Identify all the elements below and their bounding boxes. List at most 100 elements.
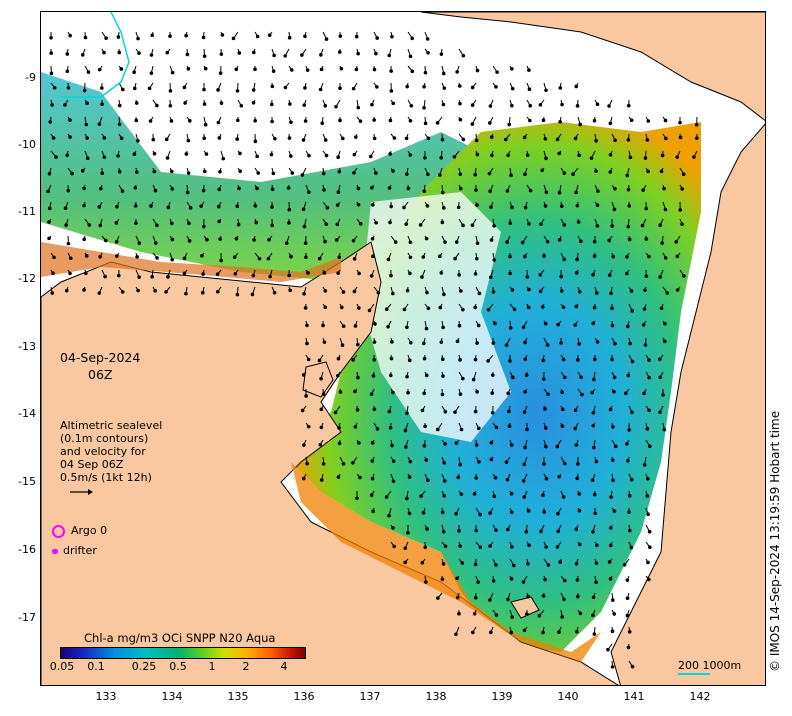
velocity-arrow-head (341, 290, 346, 294)
velocity-arrow-head (509, 510, 514, 515)
velocity-arrow-head (355, 496, 359, 501)
velocity-arrow-head (269, 102, 274, 107)
velocity-arrow-head (440, 510, 445, 515)
velocity-arrow-head (560, 102, 564, 107)
velocity-arrow-head (612, 207, 617, 212)
velocity-arrow-head (439, 52, 444, 56)
velocity-arrow-head (488, 544, 492, 548)
velocity-arrow-head (544, 476, 549, 481)
velocity-arrow-head (337, 169, 342, 174)
lat-tick: -13 (18, 340, 36, 353)
velocity-arrow-head (319, 478, 324, 482)
velocity-arrow-head (65, 69, 70, 74)
velocity-arrow-head (151, 137, 156, 142)
velocity-arrow-head (215, 272, 220, 276)
drifter-legend: drifter (52, 544, 97, 557)
velocity-arrow-head (283, 54, 288, 58)
velocity-arrow-head (371, 254, 375, 259)
velocity-arrow-head (542, 462, 546, 466)
velocity-arrow-head (388, 118, 393, 123)
velocity-arrow-head (592, 632, 597, 636)
velocity-arrow-head (390, 340, 394, 344)
coastal-bloom-west (41, 242, 341, 282)
velocity-arrow-head (647, 529, 652, 534)
map-frame[interactable] (40, 11, 766, 686)
velocity-arrow-head (661, 393, 665, 397)
velocity-arrow-head (216, 88, 220, 92)
velocity-arrow-head (405, 288, 410, 293)
velocity-arrow-head (408, 54, 413, 59)
velocity-arrow-head (423, 424, 427, 429)
colorbar-tick: 0.1 (87, 660, 105, 673)
lon-tick: 142 (689, 690, 711, 703)
velocity-arrow-head (267, 33, 272, 37)
velocity-arrow-head (351, 460, 355, 465)
velocity-arrow-head (510, 545, 514, 549)
velocity-arrow-head (527, 543, 531, 548)
velocity-arrow-head (47, 236, 51, 241)
velocity-arrow-head (510, 66, 514, 71)
velocity-arrow-head (695, 136, 699, 140)
velocity-arrow-head (303, 306, 308, 310)
velocity-arrow-head (100, 102, 104, 107)
velocity-arrow-head (370, 440, 375, 445)
velocity-arrow-head (562, 461, 567, 466)
velocity-arrow-head (486, 307, 491, 312)
velocity-arrow-head (421, 255, 426, 259)
velocity-arrow-head (374, 171, 378, 175)
velocity-arrow-head (594, 580, 598, 585)
velocity-arrow-head (495, 70, 499, 74)
velocity-arrow-head (504, 343, 509, 347)
velocity-arrow-head (238, 169, 242, 173)
date-text: 04-Sep-2024 (60, 350, 141, 365)
velocity-arrow-head (659, 306, 664, 311)
velocity-arrow-head (287, 35, 292, 40)
velocity-arrow-head (474, 476, 479, 480)
velocity-arrow-head (426, 50, 430, 55)
argo-legend: Argo 0 (52, 524, 107, 538)
velocity-arrow-head (440, 357, 445, 362)
velocity-arrow-head (98, 223, 103, 228)
lon-tick: 136 (293, 690, 315, 703)
velocity-arrow-head (82, 186, 86, 191)
velocity-arrow-head (489, 440, 494, 445)
velocity-arrow-head (355, 408, 360, 412)
velocity-arrow-head (575, 104, 580, 108)
velocity-arrow-head (509, 173, 513, 178)
velocity-arrow-head (392, 544, 396, 549)
velocity-arrow-head (594, 139, 598, 143)
velocity-arrow-head (403, 428, 408, 433)
velocity-arrow-head (627, 528, 632, 533)
velocity-arrow-head (557, 630, 561, 634)
velocity-arrow-head (439, 271, 444, 275)
velocity-arrow-head (102, 155, 107, 159)
velocity-arrow-head (202, 136, 207, 141)
velocity-arrow-head (423, 545, 428, 550)
velocity-arrow-head (595, 224, 600, 228)
velocity-arrow-head (153, 241, 158, 245)
velocity-arrow-head (384, 495, 389, 499)
velocity-arrow-head (351, 238, 356, 243)
velocity-arrow-head (610, 224, 615, 228)
velocity-arrow-head (594, 561, 599, 565)
velocity-arrow-head (524, 529, 529, 534)
velocity-arrow-head (576, 358, 580, 362)
lat-tick: -11 (18, 205, 36, 218)
velocity-arrow-head (405, 84, 409, 89)
velocity-arrow-head (678, 120, 682, 125)
velocity-arrow-head (409, 103, 414, 108)
velocity-arrow-head (527, 68, 531, 72)
velocity-arrow-head (116, 154, 120, 158)
velocity-arrow-head (387, 53, 392, 58)
velocity-arrow-head (100, 171, 105, 175)
velocity-arrow-head (303, 241, 308, 246)
velocity-arrow-head (625, 271, 629, 276)
velocity-arrow-head (522, 628, 527, 633)
velocity-arrow-head (271, 69, 276, 73)
velocity-arrow-head (165, 50, 170, 55)
velocity-arrow-head (200, 254, 204, 258)
velocity-arrow-head (232, 255, 237, 259)
velocity-arrow-head (608, 543, 613, 548)
velocity-arrow-head (525, 153, 530, 157)
velocity-arrow-head (458, 186, 463, 191)
